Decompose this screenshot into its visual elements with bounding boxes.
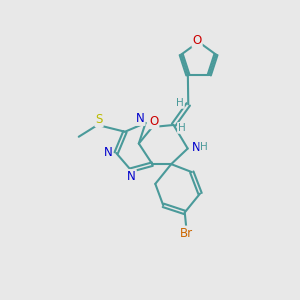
Text: N: N xyxy=(103,146,112,159)
Text: N: N xyxy=(127,170,136,183)
Text: H: H xyxy=(176,98,184,108)
Text: O: O xyxy=(193,34,202,47)
Text: Br: Br xyxy=(180,226,194,239)
Text: N: N xyxy=(192,141,200,154)
Text: O: O xyxy=(149,115,158,128)
Text: H: H xyxy=(200,142,208,152)
Text: H: H xyxy=(178,123,186,133)
Text: S: S xyxy=(95,113,103,126)
Text: N: N xyxy=(136,112,145,125)
